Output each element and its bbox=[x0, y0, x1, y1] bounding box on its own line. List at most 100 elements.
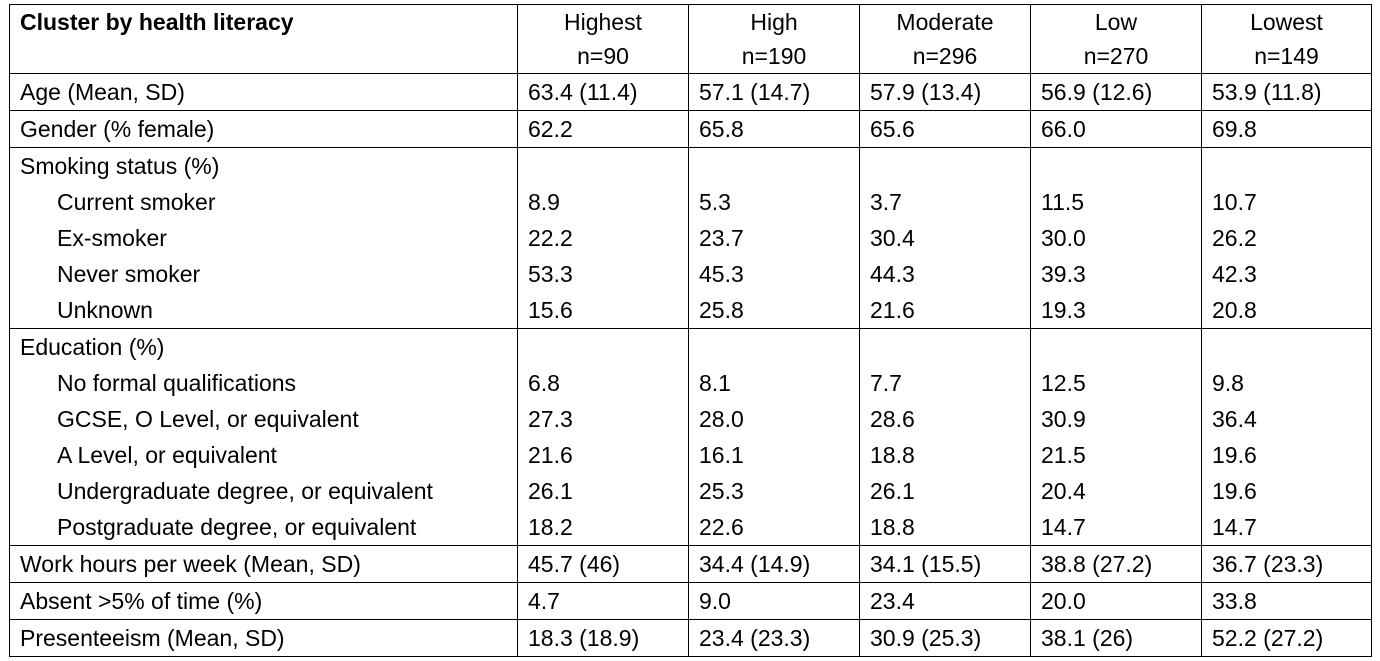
cell: 30.9 bbox=[1030, 401, 1202, 437]
column-header-lowest: Lowest n=149 bbox=[1201, 4, 1372, 74]
column-label: Moderate bbox=[896, 9, 994, 35]
cell: 28.6 bbox=[859, 401, 1031, 437]
cell: 57.1 (14.7) bbox=[688, 73, 860, 111]
cell: 15.6 bbox=[517, 292, 689, 329]
cell: 3.7 bbox=[859, 184, 1031, 220]
cell: 23.7 bbox=[688, 220, 860, 256]
table-row-ex-smoker: Ex-smoker 22.2 23.7 30.4 30.0 26.2 bbox=[9, 220, 1372, 256]
cell: 65.8 bbox=[688, 110, 860, 148]
cell: 22.6 bbox=[688, 509, 860, 546]
table-row-current-smoker: Current smoker 8.9 5.3 3.7 11.5 10.7 bbox=[9, 184, 1372, 220]
column-label: High bbox=[750, 9, 798, 35]
cell: 57.9 (13.4) bbox=[859, 73, 1031, 111]
cell: 30.0 bbox=[1030, 220, 1202, 256]
table-row-never-smoker: Never smoker 53.3 45.3 44.3 39.3 42.3 bbox=[9, 256, 1372, 292]
cell: 26.2 bbox=[1201, 220, 1372, 256]
cell bbox=[859, 328, 1031, 365]
column-header-highest: Highest n=90 bbox=[517, 4, 689, 74]
column-label: Highest bbox=[564, 9, 642, 35]
row-label: GCSE, O Level, or equivalent bbox=[9, 401, 518, 437]
section-row-smoking: Smoking status (%) bbox=[9, 147, 1372, 184]
column-header-high: High n=190 bbox=[688, 4, 860, 74]
cell: 14.7 bbox=[1030, 509, 1202, 546]
cell bbox=[517, 328, 689, 365]
table-title: Cluster by health literacy bbox=[9, 4, 518, 74]
cell: 26.1 bbox=[517, 473, 689, 509]
cell: 36.4 bbox=[1201, 401, 1372, 437]
cell: 30.4 bbox=[859, 220, 1031, 256]
row-label: Presenteeism (Mean, SD) bbox=[9, 619, 518, 657]
table-row-age: Age (Mean, SD) 63.4 (11.4) 57.1 (14.7) 5… bbox=[9, 73, 1372, 111]
row-label: No formal qualifications bbox=[9, 365, 518, 401]
cell: 56.9 (12.6) bbox=[1030, 73, 1202, 111]
column-n: n=149 bbox=[1254, 43, 1319, 69]
cell: 14.7 bbox=[1201, 509, 1372, 546]
cell bbox=[1201, 147, 1372, 184]
table-row-gcse: GCSE, O Level, or equivalent 27.3 28.0 2… bbox=[9, 401, 1372, 437]
cell: 66.0 bbox=[1030, 110, 1202, 148]
cell: 20.8 bbox=[1201, 292, 1372, 329]
cell: 20.0 bbox=[1030, 582, 1202, 620]
section-row-education: Education (%) bbox=[9, 328, 1372, 365]
cell: 18.8 bbox=[859, 509, 1031, 546]
table-row-gender: Gender (% female) 62.2 65.8 65.6 66.0 69… bbox=[9, 110, 1372, 148]
table-row-work-hours: Work hours per week (Mean, SD) 45.7 (46)… bbox=[9, 545, 1372, 583]
cell: 18.2 bbox=[517, 509, 689, 546]
cell: 7.7 bbox=[859, 365, 1031, 401]
cell: 19.6 bbox=[1201, 437, 1372, 473]
cell: 6.8 bbox=[517, 365, 689, 401]
cell: 53.3 bbox=[517, 256, 689, 292]
row-label: Postgraduate degree, or equivalent bbox=[9, 509, 518, 546]
cell: 19.3 bbox=[1030, 292, 1202, 329]
cell: 21.6 bbox=[859, 292, 1031, 329]
cell: 38.8 (27.2) bbox=[1030, 545, 1202, 583]
cell: 63.4 (11.4) bbox=[517, 73, 689, 111]
table-row-no-formal-qualifications: No formal qualifications 6.8 8.1 7.7 12.… bbox=[9, 365, 1372, 401]
row-label: Ex-smoker bbox=[9, 220, 518, 256]
cell: 25.8 bbox=[688, 292, 860, 329]
row-label: Never smoker bbox=[9, 256, 518, 292]
cell: 62.2 bbox=[517, 110, 689, 148]
cell: 8.9 bbox=[517, 184, 689, 220]
table-row-presenteeism: Presenteeism (Mean, SD) 18.3 (18.9) 23.4… bbox=[9, 619, 1372, 657]
cell: 16.1 bbox=[688, 437, 860, 473]
cell: 30.9 (25.3) bbox=[859, 619, 1031, 657]
cell: 45.3 bbox=[688, 256, 860, 292]
cell: 18.8 bbox=[859, 437, 1031, 473]
row-label: Work hours per week (Mean, SD) bbox=[9, 545, 518, 583]
cell: 39.3 bbox=[1030, 256, 1202, 292]
row-label: Age (Mean, SD) bbox=[9, 73, 518, 111]
section-label: Education (%) bbox=[9, 328, 518, 365]
cell: 21.5 bbox=[1030, 437, 1202, 473]
cell bbox=[1201, 328, 1372, 365]
cell: 23.4 (23.3) bbox=[688, 619, 860, 657]
column-header-low: Low n=270 bbox=[1030, 4, 1202, 74]
cell: 28.0 bbox=[688, 401, 860, 437]
table-row-unknown: Unknown 15.6 25.8 21.6 19.3 20.8 bbox=[9, 292, 1372, 329]
cell: 25.3 bbox=[688, 473, 860, 509]
cell: 42.3 bbox=[1201, 256, 1372, 292]
row-label: Gender (% female) bbox=[9, 110, 518, 148]
cell: 26.1 bbox=[859, 473, 1031, 509]
cell: 10.7 bbox=[1201, 184, 1372, 220]
cell bbox=[1030, 328, 1202, 365]
cell: 22.2 bbox=[517, 220, 689, 256]
cell: 19.6 bbox=[1201, 473, 1372, 509]
cell bbox=[859, 147, 1031, 184]
row-label: Current smoker bbox=[9, 184, 518, 220]
header-row: Cluster by health literacy Highest n=90 H… bbox=[9, 4, 1372, 74]
cell: 4.7 bbox=[517, 582, 689, 620]
cell: 69.8 bbox=[1201, 110, 1372, 148]
cell: 20.4 bbox=[1030, 473, 1202, 509]
column-label: Lowest bbox=[1250, 9, 1323, 35]
cell: 53.9 (11.8) bbox=[1201, 73, 1372, 111]
cell: 38.1 (26) bbox=[1030, 619, 1202, 657]
cell: 21.6 bbox=[517, 437, 689, 473]
cell bbox=[688, 328, 860, 365]
column-n: n=90 bbox=[577, 43, 629, 69]
section-label: Smoking status (%) bbox=[9, 147, 518, 184]
cell: 34.4 (14.9) bbox=[688, 545, 860, 583]
health-literacy-table: Cluster by health literacy Highest n=90 H… bbox=[9, 4, 1372, 657]
cell: 11.5 bbox=[1030, 184, 1202, 220]
row-label: Absent >5% of time (%) bbox=[9, 582, 518, 620]
